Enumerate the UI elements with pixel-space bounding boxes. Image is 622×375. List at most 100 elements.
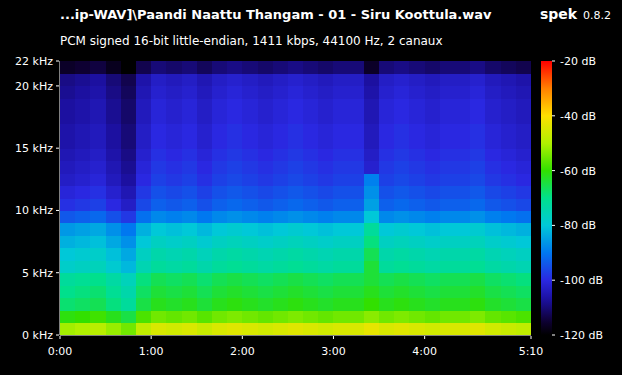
y-tick: [56, 148, 59, 149]
cell: [455, 61, 471, 74]
colorbar-tick-label: -40 dB: [560, 110, 596, 123]
cell: [136, 210, 152, 223]
cell: [394, 136, 410, 149]
cell: [409, 223, 425, 236]
cell: [394, 123, 410, 136]
cell: [364, 73, 380, 86]
cell: [349, 73, 365, 86]
cell: [303, 285, 319, 298]
cell: [501, 161, 517, 174]
cell: [470, 323, 486, 335]
cell: [75, 111, 91, 124]
y-tick-label: 10 kHz: [15, 204, 53, 217]
cell: [258, 148, 274, 161]
cell: [242, 161, 258, 174]
cell: [75, 223, 91, 236]
cell: [349, 136, 365, 149]
cell: [258, 161, 274, 174]
cell: [151, 323, 167, 335]
cell: [136, 148, 152, 161]
cell: [197, 235, 213, 248]
cell: [273, 285, 289, 298]
cell: [470, 310, 486, 323]
cell: [394, 86, 410, 99]
cell: [288, 210, 304, 223]
chart: ...ip-WAV]\Paandi Naattu Thangam - 01 - …: [0, 0, 622, 375]
cell: [318, 123, 334, 136]
cell: [273, 260, 289, 273]
cell: [409, 198, 425, 211]
cell: [288, 123, 304, 136]
cell: [288, 298, 304, 311]
cell: [197, 98, 213, 111]
cell: [60, 223, 76, 236]
cell: [182, 223, 198, 236]
cell: [197, 223, 213, 236]
cell: [121, 273, 137, 286]
cell: [258, 173, 274, 186]
cell: [455, 310, 471, 323]
cell: [379, 73, 395, 86]
cell: [440, 235, 456, 248]
cell: [318, 273, 334, 286]
cell: [90, 210, 106, 223]
cell: [106, 260, 122, 273]
cell: [409, 148, 425, 161]
cell: [501, 136, 517, 149]
cell: [273, 161, 289, 174]
cell: [333, 248, 349, 261]
cell: [425, 98, 441, 111]
cell: [136, 198, 152, 211]
cell: [455, 235, 471, 248]
cell: [106, 123, 122, 136]
cell: [425, 323, 441, 335]
cell: [60, 298, 76, 311]
cell: [485, 186, 501, 199]
cell: [485, 235, 501, 248]
cell: [75, 235, 91, 248]
cells: [60, 61, 531, 335]
cell: [151, 285, 167, 298]
cell: [136, 161, 152, 174]
cell: [379, 248, 395, 261]
cell: [349, 111, 365, 124]
cell: [136, 223, 152, 236]
y-tick-label: 15 kHz: [15, 142, 53, 155]
cell: [136, 86, 152, 99]
cell: [516, 61, 531, 74]
cell: [394, 298, 410, 311]
cell: [90, 310, 106, 323]
y-tick-label: 0 kHz: [22, 329, 53, 342]
cell: [501, 123, 517, 136]
cell: [485, 273, 501, 286]
cell: [364, 273, 380, 286]
subtitle: PCM signed 16-bit little-endian, 1411 kb…: [60, 34, 443, 48]
cell: [485, 123, 501, 136]
cell: [182, 111, 198, 124]
cell: [501, 285, 517, 298]
cell: [90, 323, 106, 335]
cell: [288, 260, 304, 273]
cell: [121, 111, 137, 124]
cell: [273, 248, 289, 261]
colorbar-tick: [552, 225, 555, 226]
cell: [136, 273, 152, 286]
colorbar-tick: [552, 335, 555, 336]
cell: [182, 310, 198, 323]
cell: [303, 248, 319, 261]
cell: [501, 198, 517, 211]
x-tick: [531, 336, 532, 339]
cell: [273, 148, 289, 161]
cell: [440, 173, 456, 186]
cell: [121, 136, 137, 149]
cell: [364, 61, 380, 74]
cell: [151, 111, 167, 124]
y-tick: [56, 272, 59, 273]
cell: [333, 210, 349, 223]
cell: [303, 235, 319, 248]
cell: [288, 111, 304, 124]
cell: [212, 323, 228, 335]
cell: [349, 323, 365, 335]
colorbar-tick-label: -60 dB: [560, 165, 596, 178]
cell: [121, 86, 137, 99]
